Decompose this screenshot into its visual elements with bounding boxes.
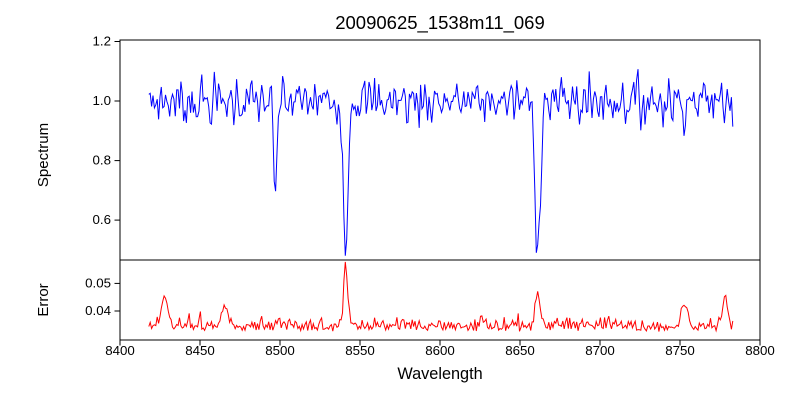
svg-text:0.04: 0.04: [85, 303, 111, 318]
svg-text:8550: 8550: [345, 343, 375, 358]
svg-text:0.6: 0.6: [93, 212, 112, 227]
svg-text:8450: 8450: [185, 343, 215, 358]
svg-text:8600: 8600: [425, 343, 455, 358]
svg-text:0.05: 0.05: [85, 275, 111, 290]
svg-text:8400: 8400: [105, 343, 135, 358]
svg-text:8500: 8500: [265, 343, 295, 358]
svg-text:Wavelength: Wavelength: [397, 365, 482, 383]
svg-text:Spectrum: Spectrum: [35, 123, 52, 187]
svg-text:Error: Error: [35, 283, 52, 316]
svg-text:0.8: 0.8: [93, 153, 112, 168]
svg-text:20090625_1538m11_069: 20090625_1538m11_069: [335, 12, 545, 34]
svg-text:1.2: 1.2: [93, 34, 112, 49]
svg-text:8700: 8700: [585, 343, 615, 358]
svg-text:8650: 8650: [505, 343, 535, 358]
svg-text:8800: 8800: [745, 343, 775, 358]
svg-text:8750: 8750: [665, 343, 695, 358]
svg-text:1.0: 1.0: [93, 93, 112, 108]
